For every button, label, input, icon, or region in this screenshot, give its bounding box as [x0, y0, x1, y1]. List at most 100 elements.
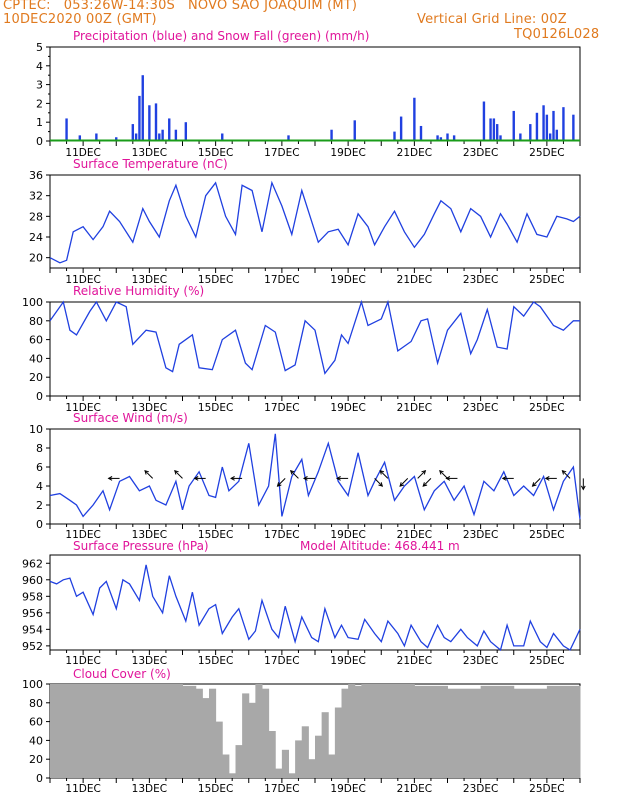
cloud-xtick-label: 19DEC — [330, 783, 365, 795]
rh-ytick-label: 100 — [22, 296, 43, 309]
precip-bar — [439, 137, 443, 141]
wind-arrow-head — [580, 485, 586, 491]
wind-direction-arrow — [417, 470, 426, 479]
precip-bar — [287, 135, 290, 141]
precip-bar — [529, 124, 532, 141]
cloud-xtick-label: 25DEC — [529, 783, 564, 795]
pres-xtick-label: 21DEC — [397, 655, 432, 667]
pres-xtick-label: 13DEC — [132, 655, 167, 667]
cloud-cover-bar — [381, 684, 415, 778]
wind-arrow-head — [230, 476, 235, 481]
wind-ytick-label: 8 — [36, 442, 43, 455]
cloud-ytick-label: 0 — [36, 772, 43, 785]
precip-bar — [555, 129, 559, 141]
precip-xtick-label: 15DEC — [198, 147, 233, 159]
header-line1: CPTEC: 053:26W-14:30S NOVO SAO JOAQUIM (… — [3, 0, 358, 13]
cloud-xtick-label: 11DEC — [65, 783, 100, 795]
cloud-cover-bar — [513, 688, 548, 778]
pres-xtick-label: 15DEC — [198, 655, 233, 667]
wind-arrow-head — [379, 469, 385, 475]
pres-ytick-label: 962 — [22, 557, 43, 570]
precip-ytick-label: 4 — [36, 60, 43, 73]
header-model-code: TQ0126L028 — [514, 27, 600, 42]
header-grid-note: Vertical Grid Line: 00Z — [417, 12, 567, 27]
pres-series-line — [49, 564, 581, 652]
wind-xtick-label: 17DEC — [264, 529, 299, 541]
cloud-cover-bar — [295, 740, 303, 778]
rh-xtick-label: 15DEC — [198, 402, 233, 414]
wind-xtick-label: 23DEC — [463, 529, 498, 541]
pres-ytick-label: 954 — [22, 623, 43, 636]
precip-bar — [519, 133, 522, 141]
precip-xtick-label: 11DEC — [65, 147, 100, 159]
cloud-xtick-label: 15DEC — [198, 783, 233, 795]
pres-xtick-label: 23DEC — [463, 655, 498, 667]
precip-bar — [548, 133, 552, 141]
cloud-cover-bar — [222, 754, 230, 778]
precip-xtick-label: 13DEC — [132, 147, 167, 159]
wind-arrow-head — [107, 476, 113, 481]
wind-xtick-label: 19DEC — [330, 529, 365, 541]
cloud-cover-bar — [328, 754, 336, 778]
rh-title: Relative Humidity (%) — [73, 284, 204, 298]
wind-direction-arrow — [562, 470, 571, 479]
cloud-cover-bar — [354, 685, 362, 778]
wind-direction-arrow — [399, 478, 409, 487]
rh-ytick-label: 0 — [36, 390, 43, 403]
wind-xtick-label: 13DEC — [132, 529, 167, 541]
temp-xtick-label: 13DEC — [132, 274, 167, 286]
temp-xtick-label: 15DEC — [198, 274, 233, 286]
precip-ytick-label: 0 — [36, 135, 43, 148]
cloud-cover-bar — [248, 702, 256, 778]
wind-arrow-head — [399, 482, 405, 487]
cloud-cover-bar — [348, 684, 356, 778]
cloud-cover-bar — [182, 685, 197, 778]
cloud-xtick-label: 21DEC — [397, 783, 432, 795]
precip-bar — [353, 120, 356, 141]
temp-ytick-label: 36 — [29, 169, 43, 182]
wind-arrow-head — [421, 469, 427, 475]
pres-xtick-label: 19DEC — [330, 655, 365, 667]
cloud-cover-bar — [275, 768, 283, 778]
precip-bar — [512, 110, 515, 141]
wind-direction-arrow — [144, 470, 154, 479]
cloud-cover-bar — [50, 684, 84, 778]
wind-direction-arrow — [277, 478, 286, 487]
precip-title: Precipitation (blue) and Snow Fall (gree… — [73, 29, 369, 43]
wind-arrow-head — [302, 476, 308, 481]
precip-ytick-label: 3 — [36, 79, 43, 92]
cloud-cover-bar — [116, 684, 150, 778]
rh-ytick-label: 20 — [29, 371, 43, 384]
precip-bar — [495, 124, 499, 141]
precip-bar — [78, 135, 82, 141]
wind-ytick-label: 6 — [36, 461, 43, 474]
rh-xtick-label: 19DEC — [330, 402, 365, 414]
cloud-cover-bar — [341, 688, 349, 778]
precip-bar — [115, 137, 118, 141]
precip-bar — [482, 101, 486, 141]
wind-direction-arrow — [374, 478, 383, 487]
rh-series-line — [49, 299, 580, 375]
precip-bar — [572, 114, 575, 141]
precip-bar — [330, 129, 333, 141]
pres-ytick-label: 958 — [22, 590, 43, 603]
precip-bar — [562, 107, 565, 141]
rh-xtick-label: 23DEC — [463, 402, 498, 414]
wind-arrow-head — [174, 469, 179, 475]
cloud-cover-bar — [288, 773, 296, 778]
cloud-cover-bar — [414, 685, 448, 778]
wind-xtick-label: 11DEC — [65, 529, 100, 541]
precip-bar — [221, 133, 224, 141]
precip-xtick-label: 19DEC — [330, 147, 365, 159]
cloud-cover-bar — [315, 735, 323, 778]
wind-arrow-head — [445, 476, 451, 481]
wind-title: Surface Wind (m/s) — [73, 411, 188, 425]
wind-arrow-head — [193, 476, 199, 481]
wind-direction-arrow — [290, 470, 299, 479]
precip-xtick-label: 23DEC — [463, 147, 498, 159]
cloud-xtick-label: 13DEC — [132, 783, 167, 795]
cloud-xtick-label: 23DEC — [463, 783, 498, 795]
cloud-cover-bar — [308, 759, 316, 778]
wind-ytick-label: 10 — [29, 423, 43, 436]
cloud-cover-bar — [546, 685, 581, 778]
